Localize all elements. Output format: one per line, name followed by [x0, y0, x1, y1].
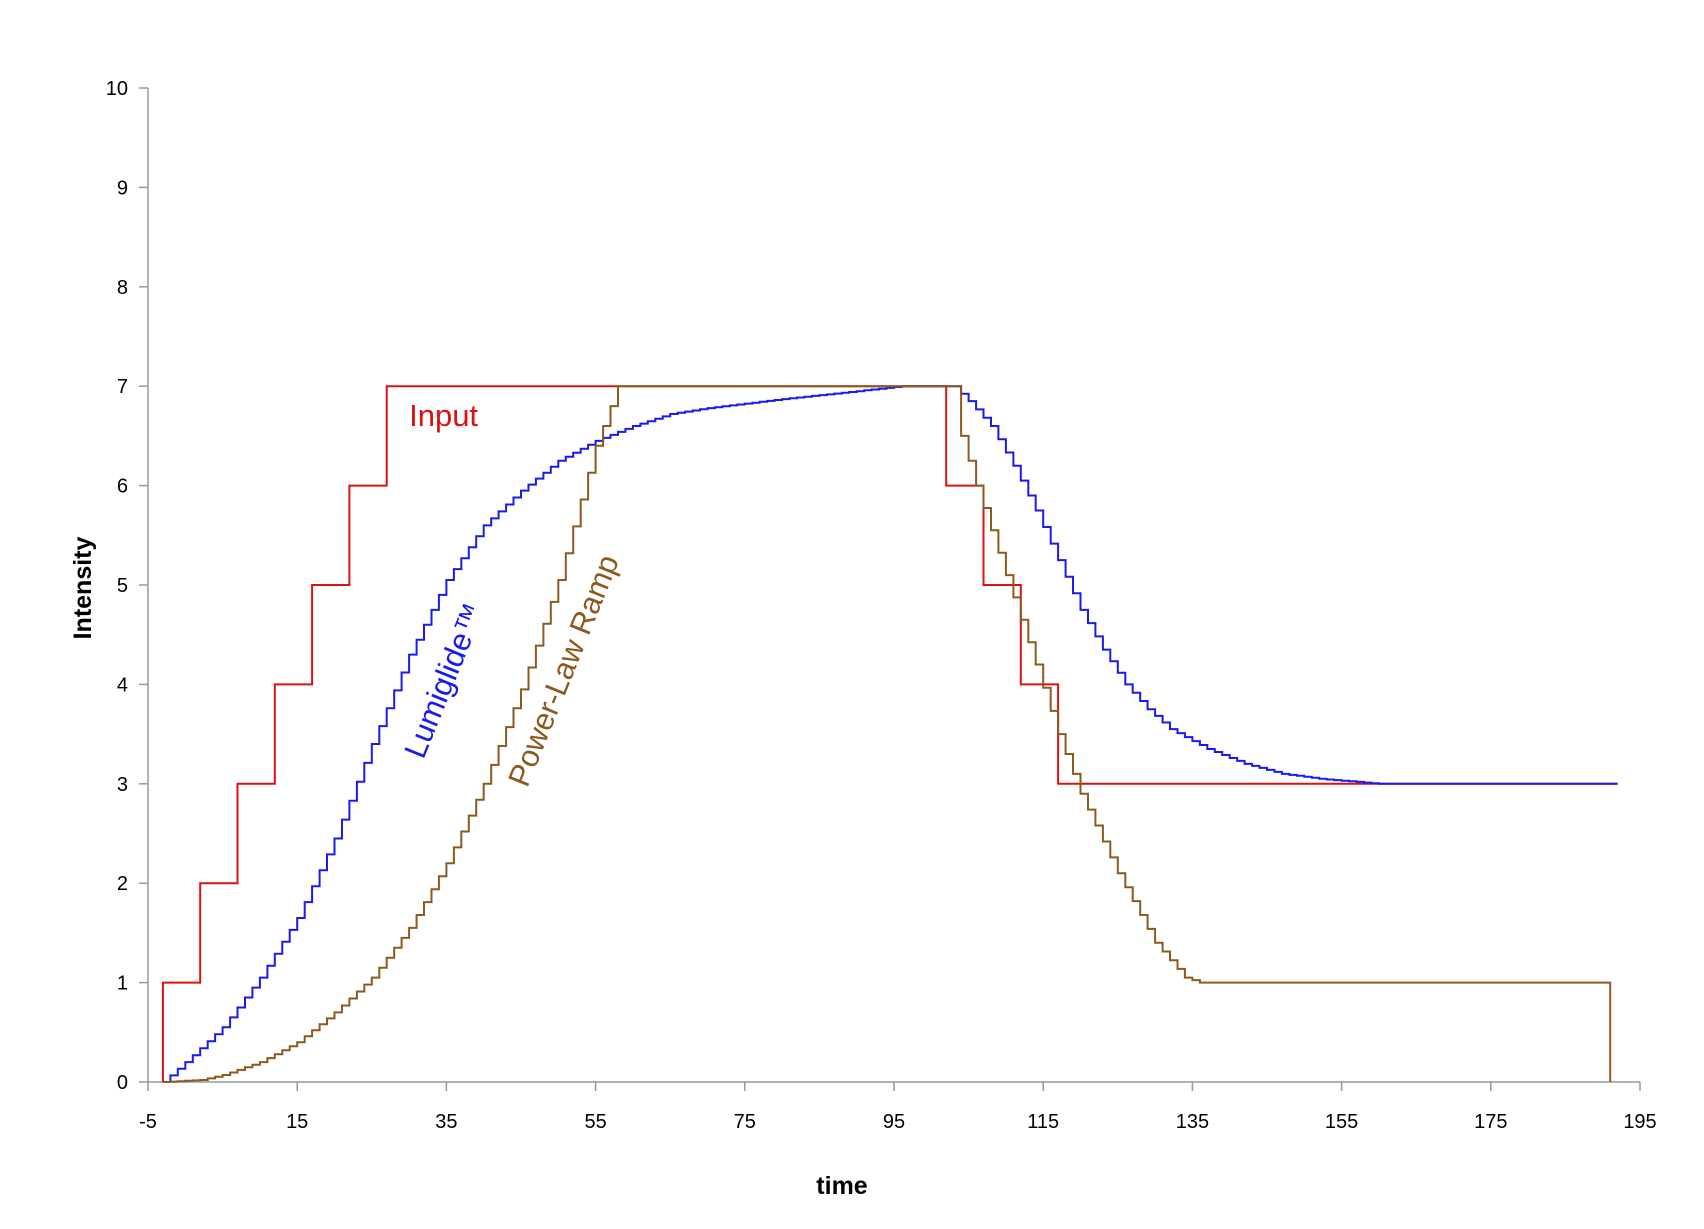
x-tick-label: 35 — [435, 1111, 457, 1133]
y-axis: 0 1 2 3 4 5 6 7 8 9 10 — [106, 78, 149, 1094]
y-tick-label: 9 — [117, 177, 128, 199]
x-tick-label: -5 — [139, 1111, 157, 1133]
x-tick-label: 15 — [286, 1111, 308, 1133]
series-line — [162, 385, 1612, 1083]
x-tick-label: 75 — [734, 1111, 756, 1133]
x-tick-label: 115 — [1027, 1111, 1059, 1133]
x-tick-label: 95 — [883, 1111, 905, 1133]
annotation-group: Input Lumiglide™ Power-Law Ramp — [397, 398, 626, 791]
x-tick-label: 195 — [1623, 1111, 1656, 1133]
series-group — [161, 385, 1618, 1083]
x-axis-title: time — [816, 1172, 868, 1200]
y-tick-label: 0 — [117, 1072, 128, 1094]
y-tick-label: 4 — [117, 674, 128, 696]
y-tick-label: 3 — [117, 774, 128, 796]
y-tick-label: 6 — [117, 476, 128, 498]
x-tick-label: 55 — [584, 1111, 606, 1133]
y-tick-label: 1 — [117, 973, 128, 995]
x-tick-label: 175 — [1474, 1111, 1507, 1133]
series-line — [161, 385, 1618, 1082]
x-tick-label: 135 — [1176, 1111, 1209, 1133]
series-label: Input — [409, 398, 478, 433]
y-tick-label: 10 — [106, 78, 128, 100]
y-tick-label: 2 — [117, 873, 128, 895]
series-label: Lumiglide™ — [397, 598, 491, 763]
x-axis: -5 15 35 55 75 95 115 135 155 175 195 — [139, 1081, 1657, 1133]
series-label: Power-Law Ramp — [501, 550, 626, 792]
series-line — [162, 385, 1618, 1083]
y-tick-label: 7 — [117, 376, 128, 398]
x-tick-label: 155 — [1325, 1111, 1358, 1133]
y-tick-label: 5 — [117, 575, 128, 597]
y-axis-title: Intensity — [69, 537, 97, 640]
y-tick-label: 8 — [117, 277, 128, 299]
